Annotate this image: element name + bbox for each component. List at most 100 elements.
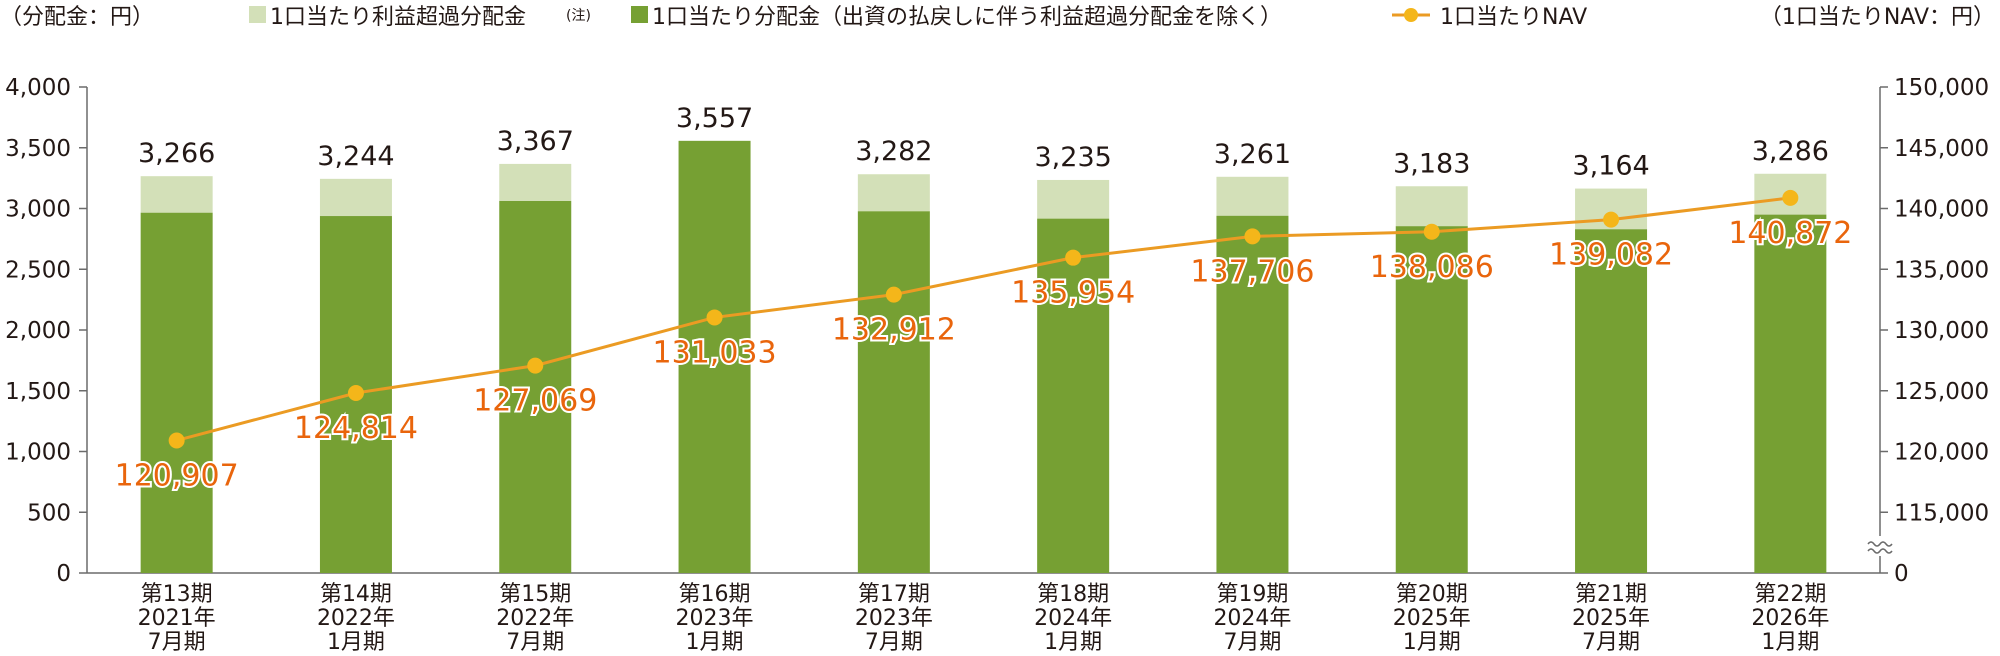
legend: 1口当たり利益超過分配金 (注) 1口当たり分配金（出資の払戻しに伴う利益超過分… [249, 5, 1587, 30]
category-label: 第14期 [320, 582, 392, 607]
category-label: 第15期 [499, 582, 571, 607]
nav-point [1603, 211, 1620, 228]
nav-value-label: 124,814 [294, 411, 418, 446]
category-label: 2026年 [1751, 606, 1829, 631]
bar-total-label: 3,164 [1572, 151, 1649, 182]
right-tick-label-zero: 0 [1894, 561, 1909, 587]
bars [140, 140, 1827, 574]
nav-value-label: 131,033 [653, 335, 777, 370]
category-label: 1月期 [686, 630, 744, 655]
left-tick-label: 0 [56, 561, 71, 587]
nav-line [176, 196, 1791, 442]
left-tick-label: 2,000 [5, 318, 71, 344]
axis-break-icon [1867, 541, 1893, 554]
bar-distribution [499, 200, 572, 573]
category-label: 第21期 [1575, 582, 1647, 607]
left-tick-label: 2,500 [5, 257, 71, 283]
category-label: 2023年 [676, 606, 754, 631]
left-axis-ticks: 0 500 1,000 1,500 2,000 2,500 3,000 3,500 4,000 [5, 75, 87, 587]
nav-value-label: 140,872 [1728, 216, 1852, 251]
nav-value-label: 138,086 [1370, 250, 1494, 285]
bar-total-label: 3,235 [1035, 142, 1112, 173]
category-label: 2024年 [1213, 606, 1291, 631]
nav-point [1782, 189, 1799, 206]
nav-value-label: 127,069 [473, 384, 597, 419]
right-tick-label: 140,000 [1894, 197, 1989, 223]
category-label: 2025年 [1572, 606, 1650, 631]
left-tick-label: 1,000 [5, 440, 71, 466]
bar-distribution [678, 140, 751, 573]
right-tick-label: 130,000 [1894, 318, 1989, 344]
legend-label-distribution: 1口当たり分配金（出資の払戻しに伴う利益超過分配金を除く） [652, 5, 1282, 30]
nav-value-label: 137,706 [1190, 254, 1314, 289]
bar-total-label: 3,183 [1393, 148, 1470, 179]
bar-excess-distribution [140, 176, 213, 213]
nav-value-label: 135,954 [1011, 276, 1135, 311]
category-label: 7月期 [1223, 630, 1281, 655]
category-label: 1月期 [327, 630, 385, 655]
bar-excess-distribution [857, 174, 930, 212]
nav-value-label: 132,912 [832, 313, 956, 348]
bar-distribution [1037, 218, 1110, 573]
bar-distribution [1754, 214, 1827, 573]
bar-total-label: 3,266 [138, 138, 215, 169]
nav-point [1065, 249, 1082, 266]
left-tick-label: 4,000 [5, 75, 71, 101]
nav-point [527, 357, 544, 374]
legend-swatch-excess-distribution [249, 6, 266, 23]
legend-note: (注) [566, 8, 591, 24]
bar-excess-distribution [319, 178, 392, 217]
category-label: 2021年 [138, 606, 216, 631]
category-label: 第17期 [858, 582, 930, 607]
nav-series: 120,907 124,814 127,069 131,033 132,912 135,9… [113, 189, 1854, 495]
category-label: 第19期 [1216, 582, 1288, 607]
bar-distribution [1395, 226, 1468, 573]
legend-swatch-distribution [631, 6, 648, 23]
nav-value-label: 139,082 [1549, 238, 1673, 273]
bar-excess-distribution [1395, 186, 1468, 227]
bar-distribution [1575, 229, 1648, 573]
bar-distribution [1216, 215, 1289, 573]
right-tick-label: 150,000 [1894, 75, 1989, 101]
category-label: 2022年 [496, 606, 574, 631]
nav-point [347, 385, 364, 402]
category-label: 7月期 [148, 630, 206, 655]
bar-excess-distribution [1216, 176, 1289, 216]
bar-total-label: 3,557 [676, 103, 753, 134]
nav-point [168, 432, 185, 449]
left-tick-label: 3,500 [5, 136, 71, 162]
right-axis-ticks: 115,000 120,000 125,000 130,000 135,000 140,0… [1880, 75, 1989, 587]
bar-total-label: 3,286 [1752, 136, 1829, 167]
category-label: 1月期 [1403, 630, 1461, 655]
category-label: 7月期 [865, 630, 923, 655]
nav-point [706, 309, 723, 326]
category-label: 2024年 [1034, 606, 1112, 631]
bar-total-label: 3,367 [497, 126, 574, 157]
category-label: 2023年 [855, 606, 933, 631]
legend-label-nav: 1口当たりNAV [1440, 5, 1587, 30]
legend-swatch-nav-marker [1404, 8, 1418, 22]
right-tick-label: 115,000 [1894, 500, 1989, 526]
category-label: 第18期 [1037, 582, 1109, 607]
category-label: 2025年 [1393, 606, 1471, 631]
category-label: 第20期 [1396, 582, 1468, 607]
left-tick-label: 500 [27, 500, 71, 526]
category-label: 第22期 [1754, 582, 1826, 607]
bar-excess-distribution [1037, 179, 1110, 219]
right-tick-label: 120,000 [1894, 440, 1989, 466]
bar-total-label: 3,282 [855, 136, 932, 167]
bar-total-label: 3,244 [317, 141, 394, 172]
category-label: 1月期 [1761, 630, 1819, 655]
nav-value-label: 120,907 [115, 458, 239, 493]
nav-point [1423, 223, 1440, 240]
category-labels: 第13期2021年7月期第14期2022年1月期第15期2022年7月期第16期… [138, 582, 1830, 655]
nav-point [885, 286, 902, 303]
left-axis-unit: （分配金：円） [0, 5, 154, 30]
left-tick-label: 1,500 [5, 379, 71, 405]
category-label: 1月期 [1044, 630, 1102, 655]
bar-total-labels: 3,266 3,244 3,367 3,557 3,282 3,235 3,261 3,183… [138, 103, 1829, 182]
category-label: 第13期 [141, 582, 213, 607]
right-tick-label: 135,000 [1894, 257, 1989, 283]
category-label: 2022年 [317, 606, 395, 631]
